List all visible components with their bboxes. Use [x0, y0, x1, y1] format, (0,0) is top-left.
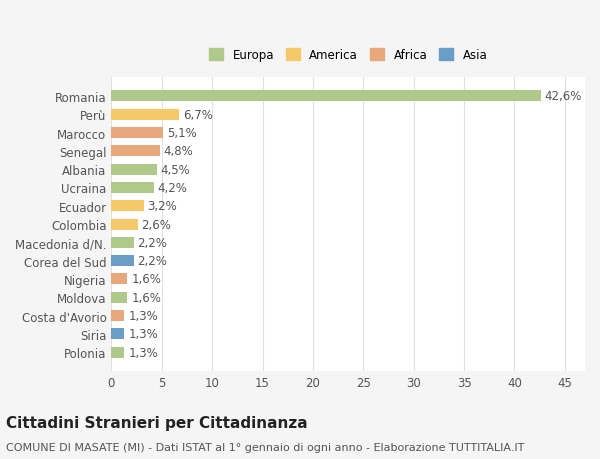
- Bar: [112, 183, 154, 194]
- Text: 2,2%: 2,2%: [137, 236, 167, 249]
- Bar: [112, 91, 541, 102]
- Bar: [112, 146, 160, 157]
- Text: 1,3%: 1,3%: [128, 346, 158, 359]
- Text: 1,3%: 1,3%: [128, 309, 158, 322]
- Bar: [112, 237, 134, 248]
- Text: Cittadini Stranieri per Cittadinanza: Cittadini Stranieri per Cittadinanza: [6, 415, 308, 430]
- Legend: Europa, America, Africa, Asia: Europa, America, Africa, Asia: [205, 46, 491, 66]
- Bar: [112, 274, 127, 285]
- Text: 1,3%: 1,3%: [128, 328, 158, 341]
- Text: 4,2%: 4,2%: [158, 182, 188, 195]
- Text: 3,2%: 3,2%: [148, 200, 178, 213]
- Text: COMUNE DI MASATE (MI) - Dati ISTAT al 1° gennaio di ogni anno - Elaborazione TUT: COMUNE DI MASATE (MI) - Dati ISTAT al 1°…: [6, 442, 524, 452]
- Text: 6,7%: 6,7%: [183, 108, 213, 122]
- Text: 5,1%: 5,1%: [167, 127, 197, 140]
- Bar: [112, 110, 179, 121]
- Text: 1,6%: 1,6%: [131, 291, 161, 304]
- Bar: [112, 128, 163, 139]
- Bar: [112, 201, 143, 212]
- Bar: [112, 164, 157, 175]
- Text: 4,5%: 4,5%: [161, 163, 190, 176]
- Text: 2,2%: 2,2%: [137, 255, 167, 268]
- Bar: [112, 347, 124, 358]
- Bar: [112, 256, 134, 267]
- Bar: [112, 292, 127, 303]
- Text: 2,6%: 2,6%: [142, 218, 172, 231]
- Text: 42,6%: 42,6%: [545, 90, 582, 103]
- Bar: [112, 329, 124, 340]
- Text: 4,8%: 4,8%: [164, 145, 194, 158]
- Bar: [112, 310, 124, 321]
- Text: 1,6%: 1,6%: [131, 273, 161, 286]
- Bar: [112, 219, 137, 230]
